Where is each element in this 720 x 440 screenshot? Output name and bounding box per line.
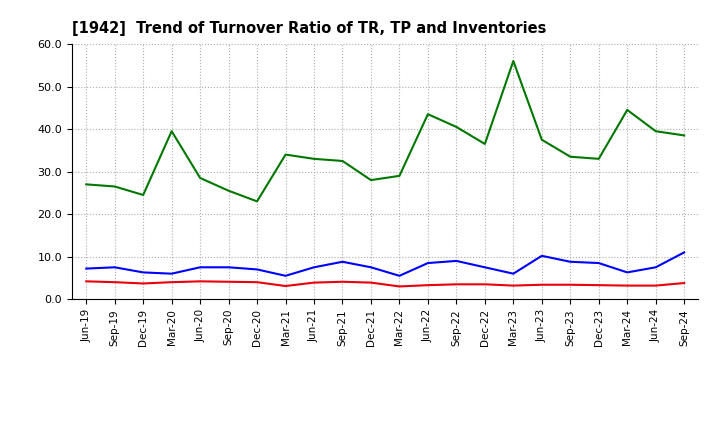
Inventories: [196, 175, 204, 180]
Trade Payables: [253, 267, 261, 272]
Inventories: [595, 156, 603, 161]
Line: Inventories: Inventories: [86, 61, 684, 202]
Inventories: [253, 199, 261, 204]
Inventories: [225, 188, 233, 194]
Inventories: [537, 137, 546, 142]
Trade Receivables: [452, 282, 461, 287]
Trade Payables: [395, 273, 404, 279]
Trade Receivables: [82, 279, 91, 284]
Text: [1942]  Trend of Turnover Ratio of TR, TP and Inventories: [1942] Trend of Turnover Ratio of TR, TP…: [72, 21, 546, 36]
Trade Payables: [537, 253, 546, 258]
Trade Receivables: [196, 279, 204, 284]
Inventories: [366, 177, 375, 183]
Trade Receivables: [623, 283, 631, 288]
Trade Payables: [680, 250, 688, 255]
Trade Payables: [110, 265, 119, 270]
Inventories: [680, 133, 688, 138]
Inventories: [509, 59, 518, 64]
Inventories: [338, 158, 347, 164]
Trade Payables: [167, 271, 176, 276]
Trade Receivables: [310, 280, 318, 285]
Trade Payables: [366, 265, 375, 270]
Trade Receivables: [366, 280, 375, 285]
Trade Payables: [480, 265, 489, 270]
Inventories: [395, 173, 404, 179]
Inventories: [110, 184, 119, 189]
Trade Payables: [139, 270, 148, 275]
Inventories: [167, 128, 176, 134]
Legend: Trade Receivables, Trade Payables, Inventories: Trade Receivables, Trade Payables, Inven…: [166, 438, 605, 440]
Trade Receivables: [139, 281, 148, 286]
Trade Payables: [338, 259, 347, 264]
Trade Receivables: [110, 279, 119, 285]
Trade Receivables: [652, 283, 660, 288]
Trade Receivables: [167, 279, 176, 285]
Inventories: [82, 182, 91, 187]
Trade Payables: [196, 265, 204, 270]
Trade Receivables: [282, 283, 290, 289]
Trade Payables: [452, 258, 461, 264]
Trade Payables: [282, 273, 290, 279]
Trade Payables: [566, 259, 575, 264]
Inventories: [452, 124, 461, 129]
Trade Payables: [310, 265, 318, 270]
Inventories: [423, 111, 432, 117]
Line: Trade Receivables: Trade Receivables: [86, 281, 684, 286]
Inventories: [652, 128, 660, 134]
Trade Payables: [225, 265, 233, 270]
Inventories: [623, 107, 631, 113]
Trade Receivables: [680, 280, 688, 286]
Trade Payables: [423, 260, 432, 266]
Trade Receivables: [537, 282, 546, 287]
Trade Receivables: [253, 279, 261, 285]
Trade Receivables: [225, 279, 233, 284]
Trade Receivables: [566, 282, 575, 287]
Trade Receivables: [395, 284, 404, 289]
Trade Receivables: [595, 282, 603, 288]
Trade Payables: [82, 266, 91, 271]
Trade Receivables: [509, 283, 518, 288]
Inventories: [282, 152, 290, 157]
Trade Payables: [509, 271, 518, 276]
Inventories: [566, 154, 575, 159]
Inventories: [310, 156, 318, 161]
Trade Payables: [595, 260, 603, 266]
Line: Trade Payables: Trade Payables: [86, 253, 684, 276]
Trade Payables: [623, 270, 631, 275]
Trade Receivables: [423, 282, 432, 288]
Inventories: [139, 192, 148, 198]
Inventories: [480, 141, 489, 147]
Trade Receivables: [480, 282, 489, 287]
Trade Receivables: [338, 279, 347, 284]
Trade Payables: [652, 265, 660, 270]
